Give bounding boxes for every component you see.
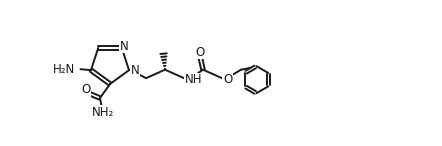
Text: O: O	[81, 83, 91, 96]
Text: N: N	[120, 40, 129, 53]
Text: NH₂: NH₂	[92, 106, 114, 119]
Text: NH: NH	[184, 73, 202, 86]
Text: N: N	[131, 64, 140, 77]
Text: H₂N: H₂N	[53, 63, 75, 76]
Text: O: O	[223, 73, 232, 86]
Text: O: O	[195, 46, 204, 59]
